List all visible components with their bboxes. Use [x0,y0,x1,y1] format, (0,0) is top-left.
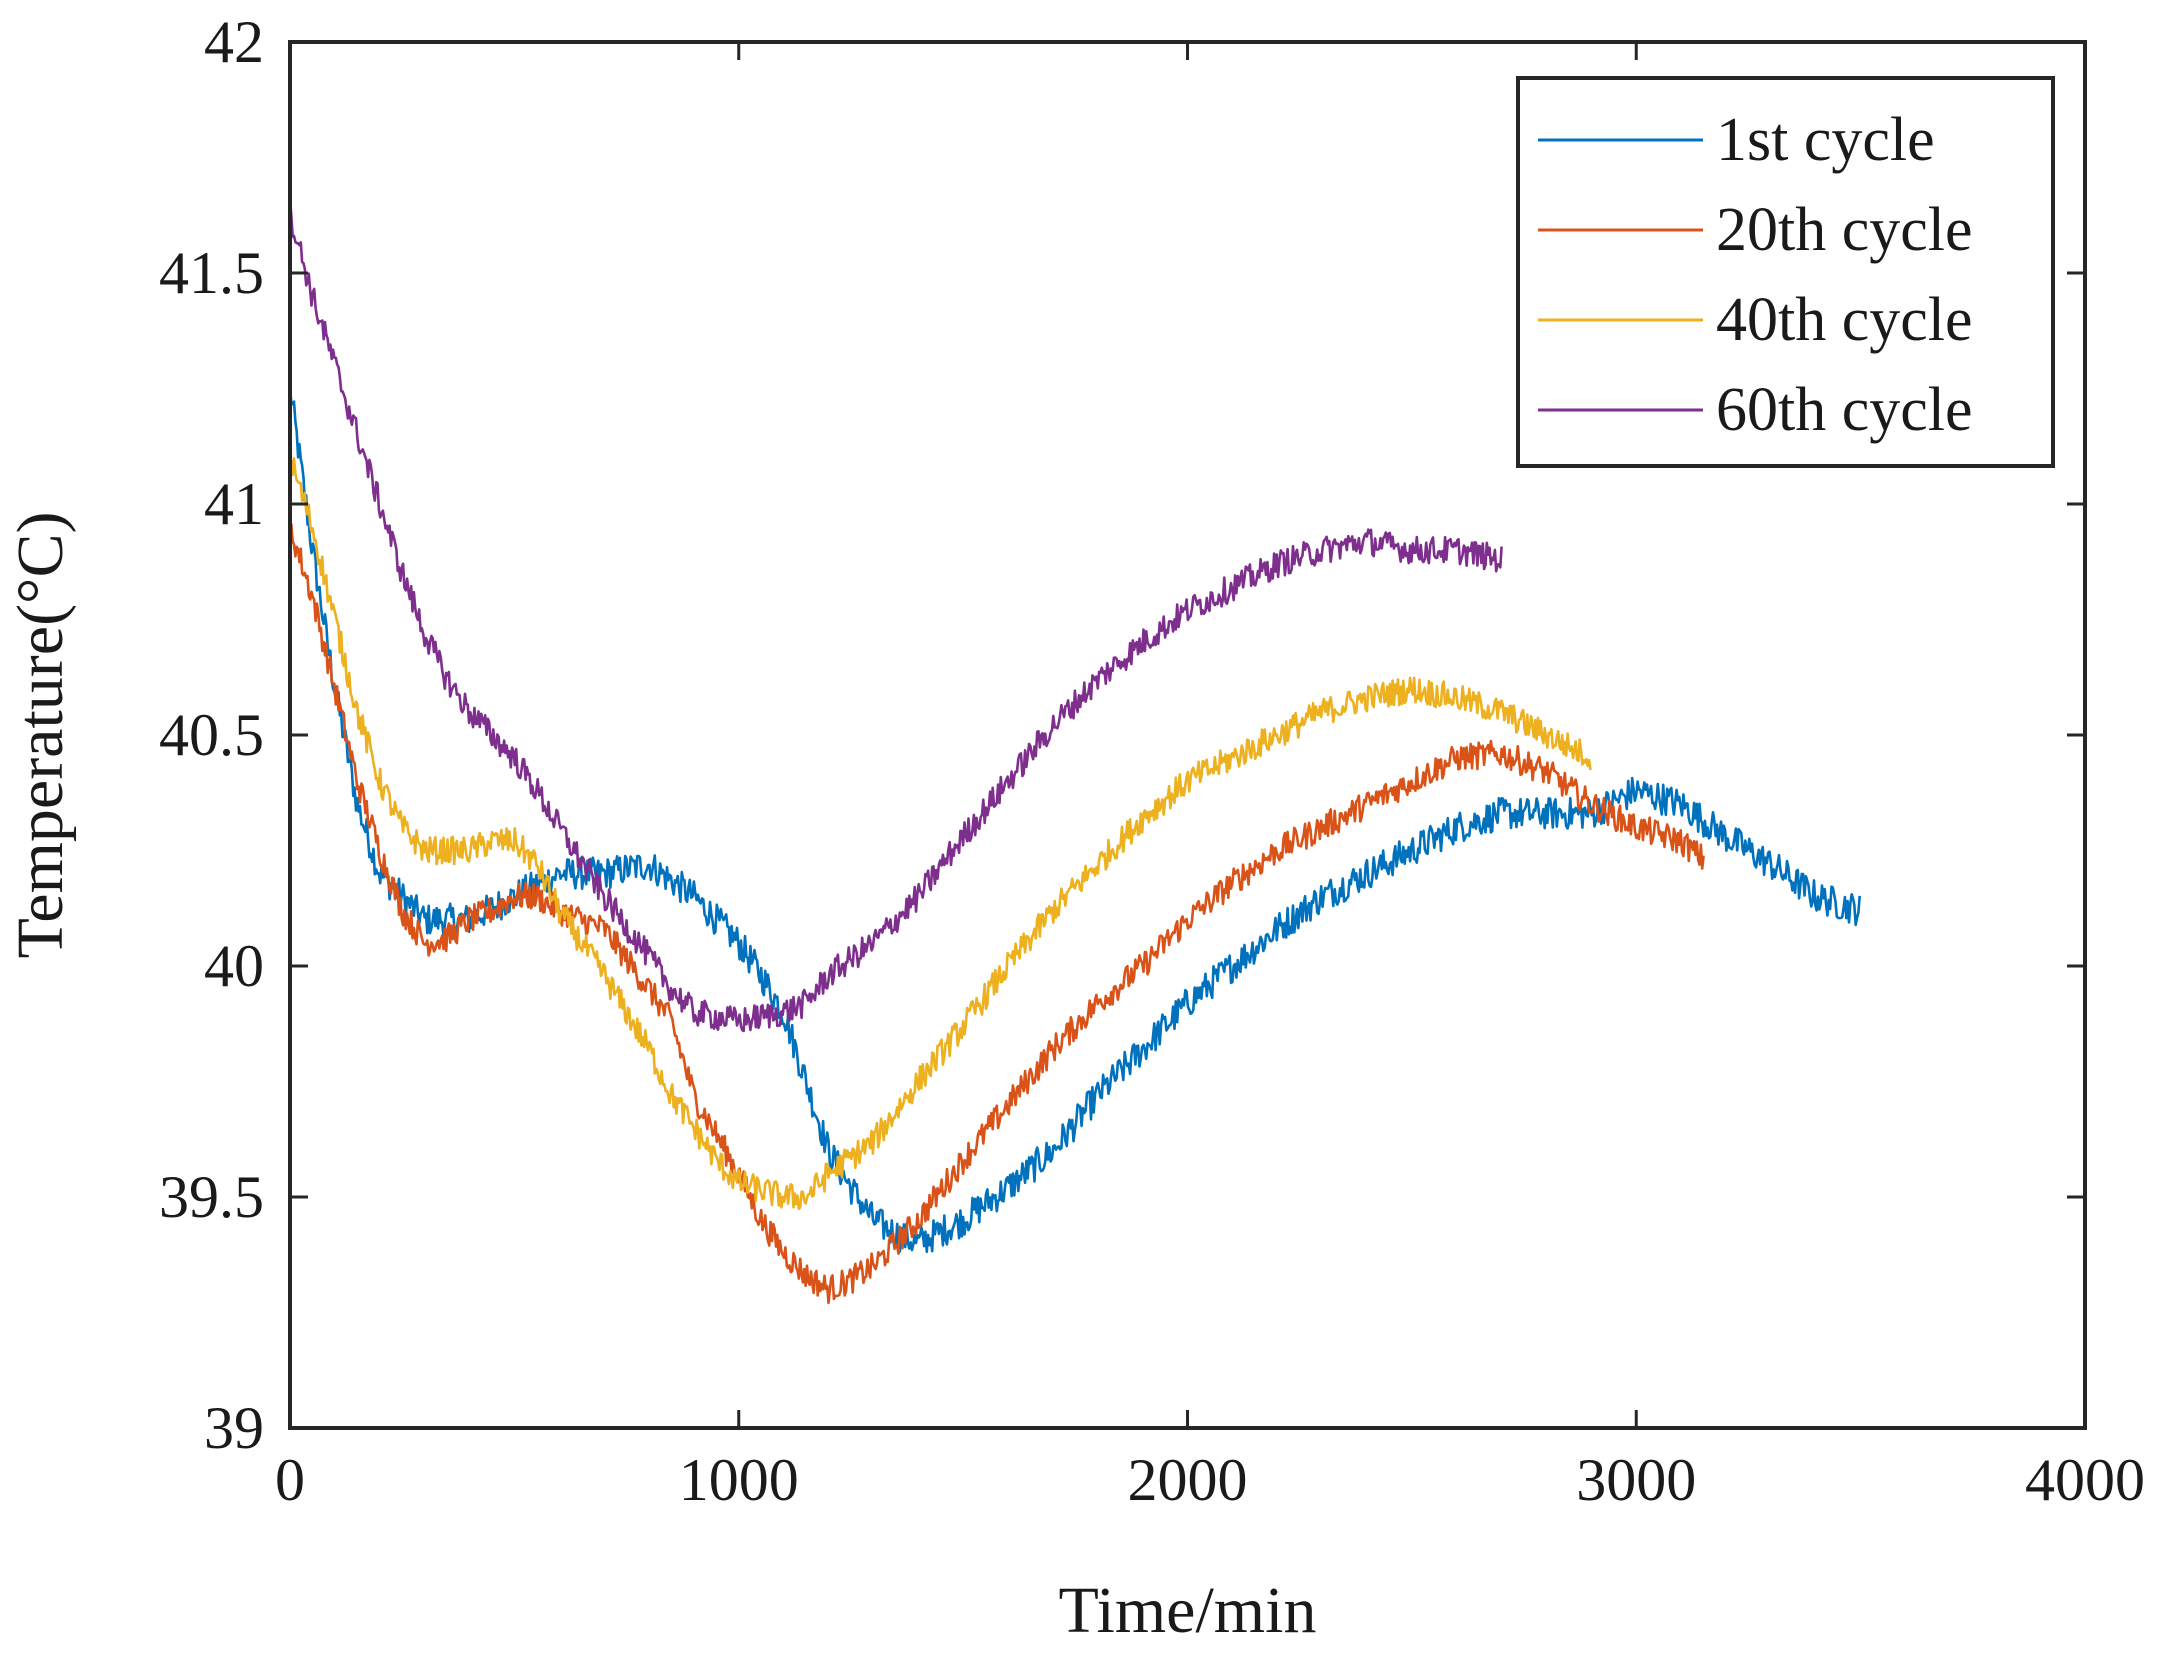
x-axis-label: Time/min [1059,1574,1317,1647]
legend-label-60th-cycle: 60th cycle [1716,376,1973,444]
series-line-20th-cycle [288,521,1705,1305]
legend: 1st cycle 20th cycle 40th cycle 60th cyc… [1516,76,2055,468]
legend-label-40th-cycle: 40th cycle [1716,286,1973,354]
ticks-layer: 0 1000 2000 3000 4000 39 39.5 40 40.5 41 41.5 42 [159,9,2145,1513]
y-tick-label: 39 [204,1395,264,1461]
y-axis-label: Temperature(°C) [4,512,77,959]
x-tick-label: 1000 [679,1447,799,1513]
series-line-40th-cycle [288,457,1592,1211]
x-tick-label: 4000 [2025,1447,2145,1513]
plot-frame [288,40,2087,1430]
x-tick-label: 3000 [1576,1447,1696,1513]
y-tick-label: 40.5 [159,702,264,768]
legend-label-20th-cycle: 20th cycle [1716,196,1973,264]
legend-label-1st-cycle: 1st cycle [1716,106,1935,174]
series-layer [288,200,1861,1305]
legend-box [1516,76,2055,468]
x-tick-label: 0 [275,1447,305,1513]
y-tick-label: 42 [204,9,264,75]
series-line-60th-cycle [288,200,1503,1033]
y-tick-label: 39.5 [159,1164,264,1230]
y-tick-label: 40 [204,933,264,999]
x-tick-label: 2000 [1128,1447,1248,1513]
y-tick-label: 41.5 [159,240,264,306]
y-tick-label: 41 [204,471,264,537]
